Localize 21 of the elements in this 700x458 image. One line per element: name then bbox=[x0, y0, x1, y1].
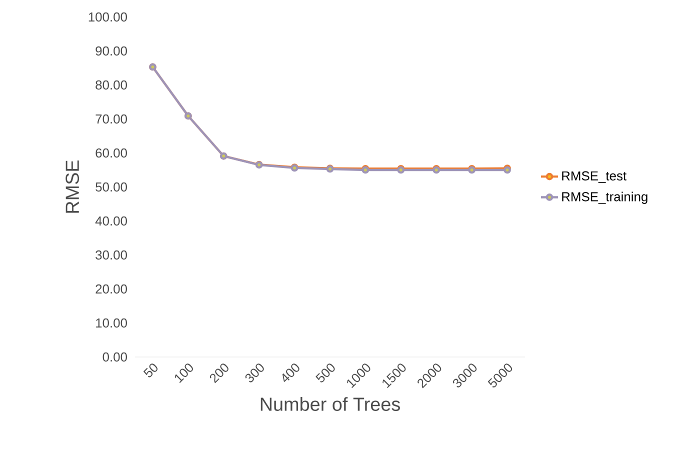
x-tick-label: 300 bbox=[245, 364, 264, 382]
legend-label: RMSE_training bbox=[562, 192, 648, 204]
y-tick-label: 60.00 bbox=[96, 148, 127, 158]
y-tick-label: 90.00 bbox=[96, 46, 127, 56]
y-tick-label: 80.00 bbox=[96, 80, 127, 90]
x-axis-title: Number of Trees bbox=[260, 397, 400, 411]
y-tick-label: 30.00 bbox=[96, 250, 127, 260]
x-tick-label: 50 bbox=[143, 364, 158, 378]
y-axis-title: RMSE bbox=[66, 160, 80, 213]
x-tick-label: 400 bbox=[282, 364, 300, 382]
legend-label: RMSE_test bbox=[562, 171, 626, 183]
x-tick-label: 100 bbox=[174, 364, 193, 383]
x-tick-label: 200 bbox=[210, 364, 228, 384]
x-tick-label: 500 bbox=[316, 364, 335, 382]
y-tick-label: 0.00 bbox=[102, 352, 127, 362]
y-tick-label: 20.00 bbox=[96, 284, 127, 294]
y-tick-label: 10.00 bbox=[96, 318, 127, 328]
y-tick-label: 50.00 bbox=[96, 182, 127, 192]
y-tick-label: 40.00 bbox=[95, 216, 127, 226]
y-tick-label: 70.00 bbox=[96, 114, 127, 124]
y-tick-label: 100.00 bbox=[88, 12, 127, 22]
